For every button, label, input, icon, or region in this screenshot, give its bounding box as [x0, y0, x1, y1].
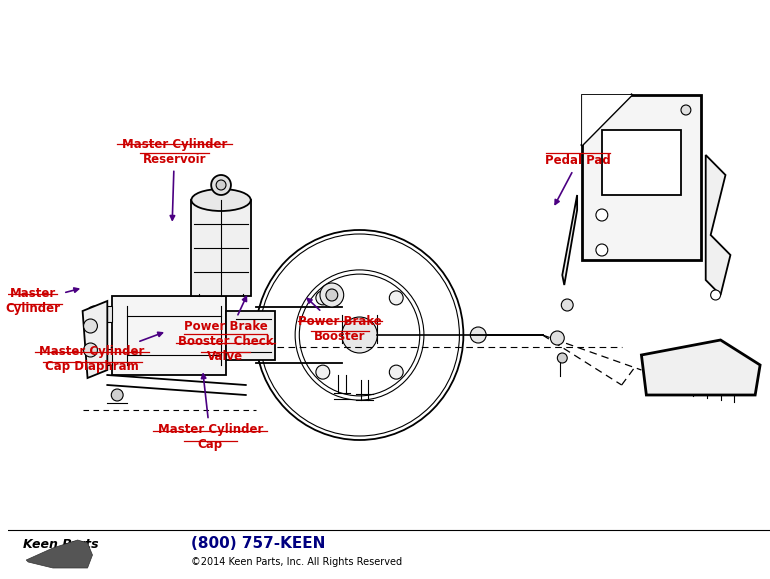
- Polygon shape: [226, 311, 276, 360]
- Text: (800) 757-KEEN: (800) 757-KEEN: [192, 536, 326, 551]
- Text: Power Brake
Booster Check
Valve: Power Brake Booster Check Valve: [178, 296, 273, 363]
- Circle shape: [557, 353, 567, 363]
- Text: Master Cylinder
Reservoir: Master Cylinder Reservoir: [122, 138, 227, 220]
- Circle shape: [551, 331, 564, 345]
- Polygon shape: [192, 200, 251, 296]
- Polygon shape: [582, 95, 631, 145]
- Circle shape: [681, 105, 691, 115]
- Circle shape: [342, 317, 377, 353]
- Circle shape: [320, 283, 343, 307]
- Polygon shape: [82, 301, 107, 378]
- Polygon shape: [26, 540, 92, 568]
- Circle shape: [711, 290, 721, 300]
- Circle shape: [316, 291, 330, 305]
- Circle shape: [84, 319, 98, 333]
- Circle shape: [470, 327, 486, 343]
- Circle shape: [326, 289, 338, 301]
- Polygon shape: [641, 340, 760, 395]
- Polygon shape: [95, 306, 112, 322]
- Circle shape: [112, 389, 123, 401]
- Polygon shape: [95, 349, 112, 365]
- Circle shape: [216, 180, 226, 190]
- Text: Power Brake
Booster: Power Brake Booster: [298, 298, 382, 343]
- Circle shape: [86, 349, 102, 365]
- Circle shape: [596, 209, 608, 221]
- Text: ©2014 Keen Parts, Inc. All Rights Reserved: ©2014 Keen Parts, Inc. All Rights Reserv…: [192, 557, 403, 567]
- Polygon shape: [112, 296, 226, 375]
- Circle shape: [316, 365, 330, 379]
- Circle shape: [596, 244, 608, 256]
- Ellipse shape: [192, 189, 251, 211]
- Polygon shape: [582, 95, 701, 260]
- Text: Pedal Pad: Pedal Pad: [545, 155, 611, 204]
- Circle shape: [390, 365, 403, 379]
- Text: Master Cylinder
Cap Diaphram: Master Cylinder Cap Diaphram: [39, 332, 162, 373]
- Text: Master Cylinder
Cap: Master Cylinder Cap: [158, 374, 263, 451]
- Circle shape: [390, 291, 403, 305]
- Polygon shape: [562, 195, 578, 285]
- Circle shape: [84, 343, 98, 357]
- Circle shape: [211, 175, 231, 195]
- Polygon shape: [706, 155, 731, 295]
- Circle shape: [86, 306, 102, 322]
- Text: Keen Parts: Keen Parts: [23, 538, 99, 552]
- Polygon shape: [602, 130, 681, 195]
- Circle shape: [561, 299, 573, 311]
- Text: Master
Cylinder: Master Cylinder: [5, 287, 79, 315]
